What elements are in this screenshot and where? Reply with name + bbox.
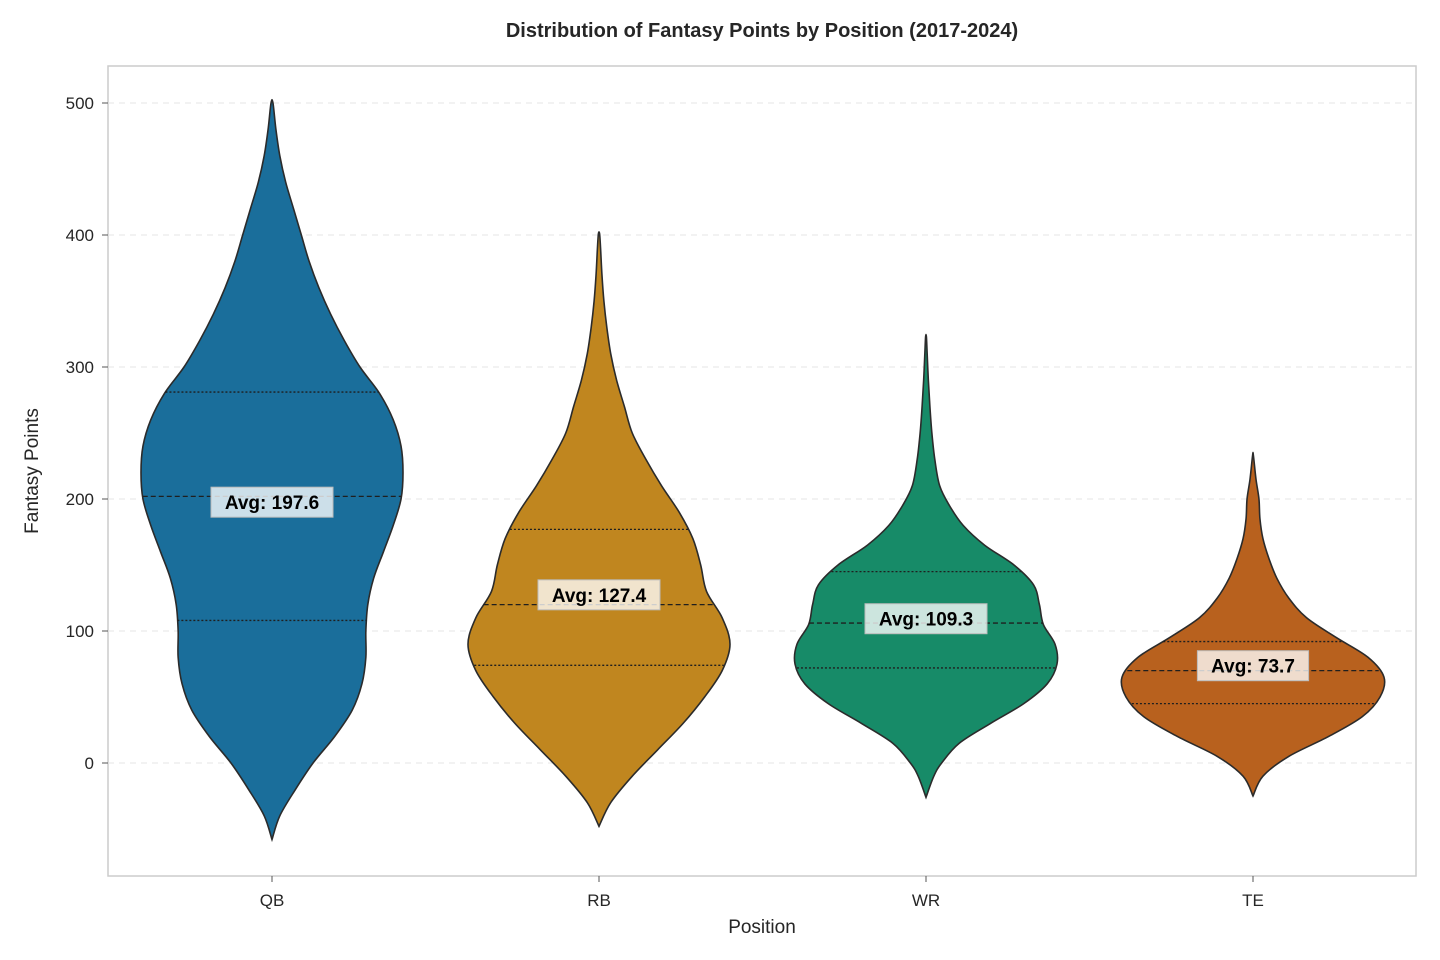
avg-label: Avg: 197.6 — [225, 493, 319, 514]
x-tick-label: TE — [1242, 891, 1264, 910]
y-tick-label: 100 — [66, 622, 94, 641]
avg-label: Avg: 73.7 — [1211, 657, 1295, 678]
y-tick-label: 300 — [66, 358, 94, 377]
x-tick-label: WR — [912, 891, 940, 910]
y-tick-label: 0 — [85, 754, 94, 773]
y-tick-label: 500 — [66, 94, 94, 113]
chart-title: Distribution of Fantasy Points by Positi… — [505, 20, 1019, 42]
avg-label-box — [537, 579, 661, 611]
y-tick-label: 400 — [66, 226, 94, 245]
violin-te — [1120, 451, 1386, 798]
y-axis-label: Fantasy Points — [22, 408, 43, 534]
x-tick-label: QB — [260, 891, 285, 910]
x-axis-label: Position — [728, 917, 796, 938]
avg-label-box — [864, 603, 988, 635]
violin-qb — [140, 98, 404, 843]
violin-wr — [793, 333, 1059, 800]
avg-label-box — [1196, 650, 1310, 682]
avg-label: Avg: 109.3 — [879, 610, 973, 631]
x-tick-label: RB — [587, 891, 611, 910]
avg-label-box — [210, 486, 334, 518]
avg-label: Avg: 127.4 — [552, 586, 647, 607]
y-tick-label: 200 — [66, 490, 94, 509]
